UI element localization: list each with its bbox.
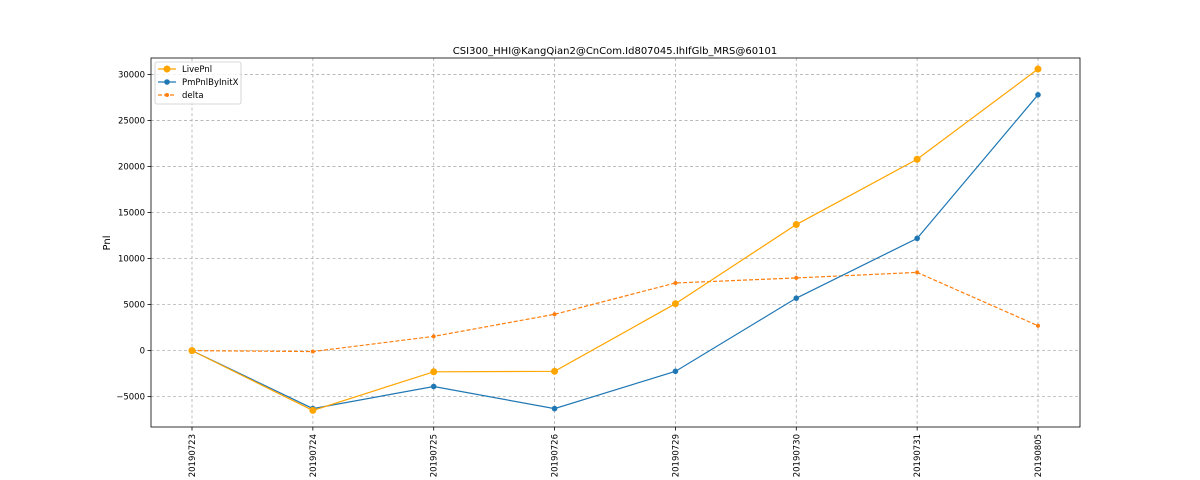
x-tick-label: 20190725: [430, 434, 440, 477]
y-tick-label: 0: [140, 347, 145, 357]
axes: −5000 0 5000 10000 15000 20000 25000 30000 20190…: [116, 57, 1081, 477]
y-tick-label: 30000: [118, 71, 145, 81]
x-tick-label: 20190724: [309, 434, 319, 477]
data-point-PmPnlByInitX: [672, 368, 679, 375]
series-LivePnl: [188, 65, 1042, 414]
data-point-LivePnl: [188, 347, 196, 355]
y-tick-label: 10000: [118, 255, 145, 265]
data-point-delta: [431, 334, 436, 339]
series-line-PmPnlByInitX: [191, 94, 1039, 410]
data-point-LivePnl: [671, 300, 679, 308]
data-point-PmPnlByInitX: [914, 235, 920, 242]
data-point-LivePnl: [913, 155, 921, 163]
x-tick-label: 20190805: [1034, 434, 1044, 477]
data-point-PmPnlByInitX: [551, 405, 558, 412]
data-point-delta: [310, 349, 315, 354]
x-tick-label: 20190731: [913, 434, 923, 477]
legend-item-delta: delta: [158, 91, 204, 101]
legend-label: LivePnl: [182, 65, 212, 75]
legend-marker: [163, 65, 171, 73]
x-tick-label: 20190726: [551, 434, 561, 477]
x-tick-label: 20190730: [792, 434, 802, 477]
legend-marker: [164, 79, 170, 85]
y-axis-label: Pnl: [102, 236, 113, 251]
series-line-delta: [191, 271, 1039, 353]
legend-marker: [165, 93, 169, 97]
grid: [151, 58, 1080, 427]
data-point-LivePnl: [309, 406, 317, 414]
legend-label: PmPnlByInitX: [182, 78, 239, 88]
data-point-PmPnlByInitX: [430, 383, 437, 390]
x-tick-label: 20190723: [188, 434, 198, 477]
data-point-delta: [794, 275, 799, 280]
series-lines: [188, 65, 1042, 414]
plot-frame: [150, 57, 1081, 428]
x-tick-label: 20190729: [671, 434, 681, 477]
data-point-PmPnlByInitX: [793, 295, 800, 301]
y-tick-label: 15000: [118, 209, 145, 219]
legend-box: [154, 61, 242, 105]
y-tick-label: 5000: [123, 301, 145, 311]
series-PmPnlByInitX: [189, 92, 1041, 412]
data-point-delta: [673, 280, 678, 285]
data-point-PmPnlByInitX: [1035, 92, 1041, 98]
y-tick-label: 20000: [118, 163, 145, 173]
data-point-LivePnl: [551, 367, 559, 375]
y-tick-label: −5000: [116, 393, 145, 403]
data-point-delta: [1036, 323, 1040, 328]
legend-item-LivePnl: LivePnl: [158, 65, 212, 75]
data-point-delta: [915, 270, 920, 275]
data-point-LivePnl: [792, 221, 800, 229]
legend: LivePnl PmPnlByInitX delta: [154, 61, 242, 105]
y-tick-label: 25000: [118, 117, 145, 127]
legend-label: delta: [182, 91, 204, 101]
series-line-LivePnl: [191, 68, 1039, 412]
data-point-LivePnl: [430, 368, 438, 376]
chart-title: CSI300_HHI@KangQian2@CnCom.Id807045.IhIf…: [453, 46, 777, 57]
data-point-delta: [552, 312, 557, 317]
data-point-LivePnl: [1034, 65, 1042, 73]
legend-item-PmPnlByInitX: PmPnlByInitX: [158, 78, 239, 88]
